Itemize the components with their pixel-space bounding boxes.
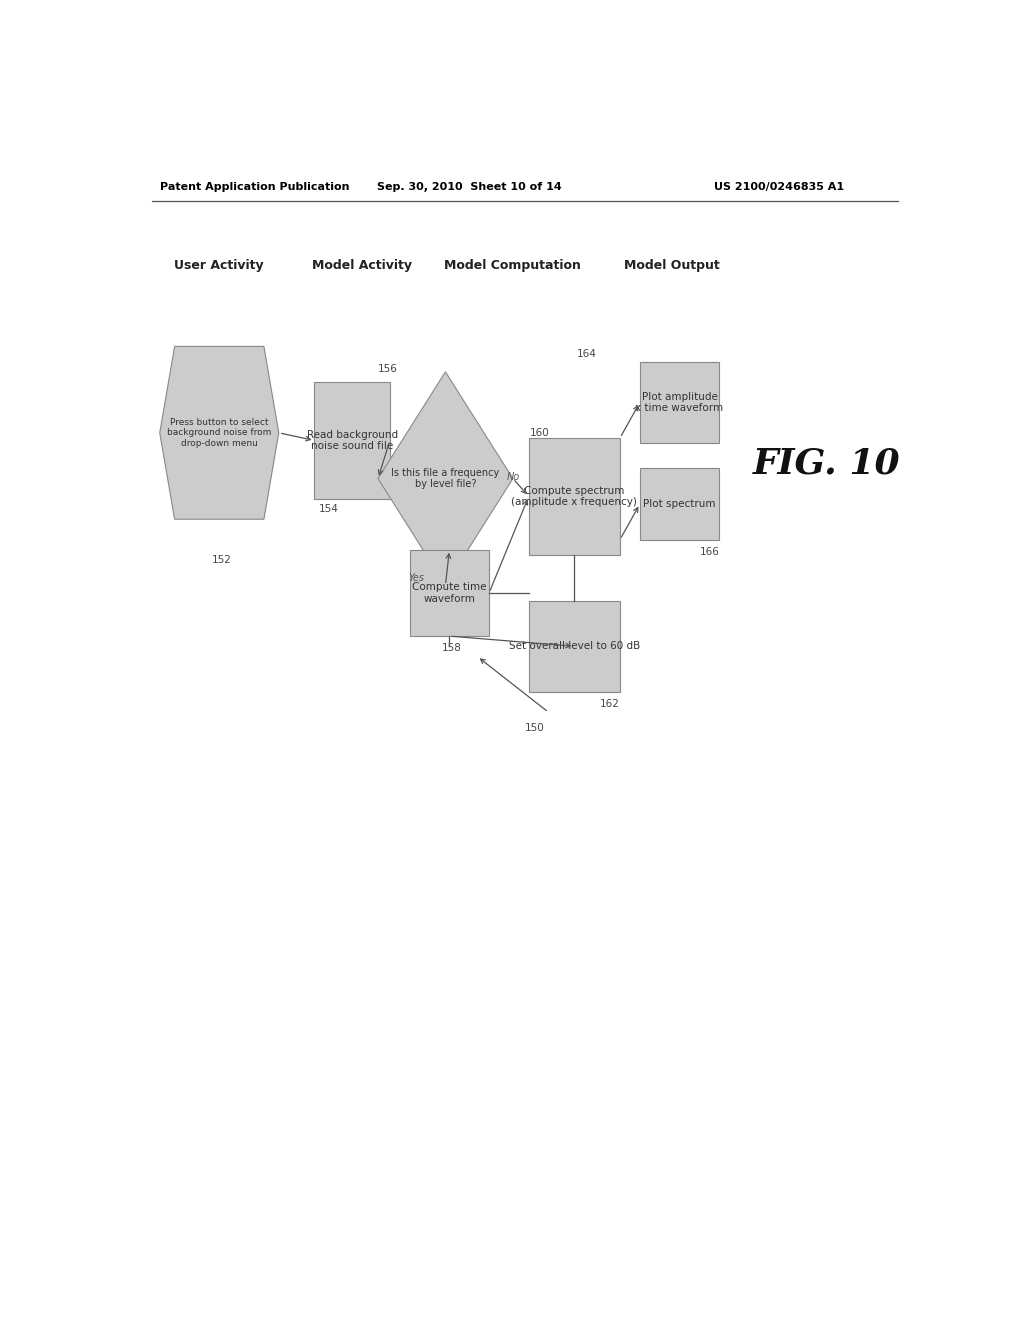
Text: Set overall level to 60 dB: Set overall level to 60 dB xyxy=(509,642,640,651)
Text: Yes: Yes xyxy=(409,573,424,583)
Polygon shape xyxy=(160,346,279,519)
Text: Compute spectrum
(amplitude x frequency): Compute spectrum (amplitude x frequency) xyxy=(511,486,637,507)
Text: Model Activity: Model Activity xyxy=(312,259,412,272)
FancyBboxPatch shape xyxy=(410,549,489,636)
FancyBboxPatch shape xyxy=(640,362,719,444)
Text: US 2100/0246835 A1: US 2100/0246835 A1 xyxy=(714,182,844,191)
FancyBboxPatch shape xyxy=(528,438,620,554)
Text: Plot amplitude
x time waveform: Plot amplitude x time waveform xyxy=(636,392,724,413)
Text: Plot spectrum: Plot spectrum xyxy=(643,499,716,510)
Text: Patent Application Publication: Patent Application Publication xyxy=(160,182,349,191)
Text: Compute time
waveform: Compute time waveform xyxy=(412,582,486,603)
Text: User Activity: User Activity xyxy=(174,259,264,272)
Text: Press button to select
background noise from
drop-down menu: Press button to select background noise … xyxy=(167,418,271,447)
Text: Is this file a frequency
by level file?: Is this file a frequency by level file? xyxy=(391,467,500,490)
Text: 160: 160 xyxy=(529,428,549,438)
Text: 164: 164 xyxy=(577,348,596,359)
Polygon shape xyxy=(378,372,513,585)
Text: 152: 152 xyxy=(211,554,231,565)
FancyBboxPatch shape xyxy=(314,381,390,499)
Text: 156: 156 xyxy=(378,364,398,374)
FancyBboxPatch shape xyxy=(528,601,620,692)
Text: 150: 150 xyxy=(524,722,545,733)
Text: No: No xyxy=(507,471,520,482)
Text: Model Output: Model Output xyxy=(624,259,720,272)
Text: Read background
noise sound file: Read background noise sound file xyxy=(306,429,397,451)
Text: Sep. 30, 2010  Sheet 10 of 14: Sep. 30, 2010 Sheet 10 of 14 xyxy=(377,182,561,191)
Text: 158: 158 xyxy=(441,643,462,653)
Text: 166: 166 xyxy=(699,546,719,557)
Text: FIG. 10: FIG. 10 xyxy=(753,446,900,480)
FancyBboxPatch shape xyxy=(640,469,719,540)
Text: 154: 154 xyxy=(318,504,338,513)
Text: 162: 162 xyxy=(600,700,621,709)
Text: Model Computation: Model Computation xyxy=(444,259,582,272)
